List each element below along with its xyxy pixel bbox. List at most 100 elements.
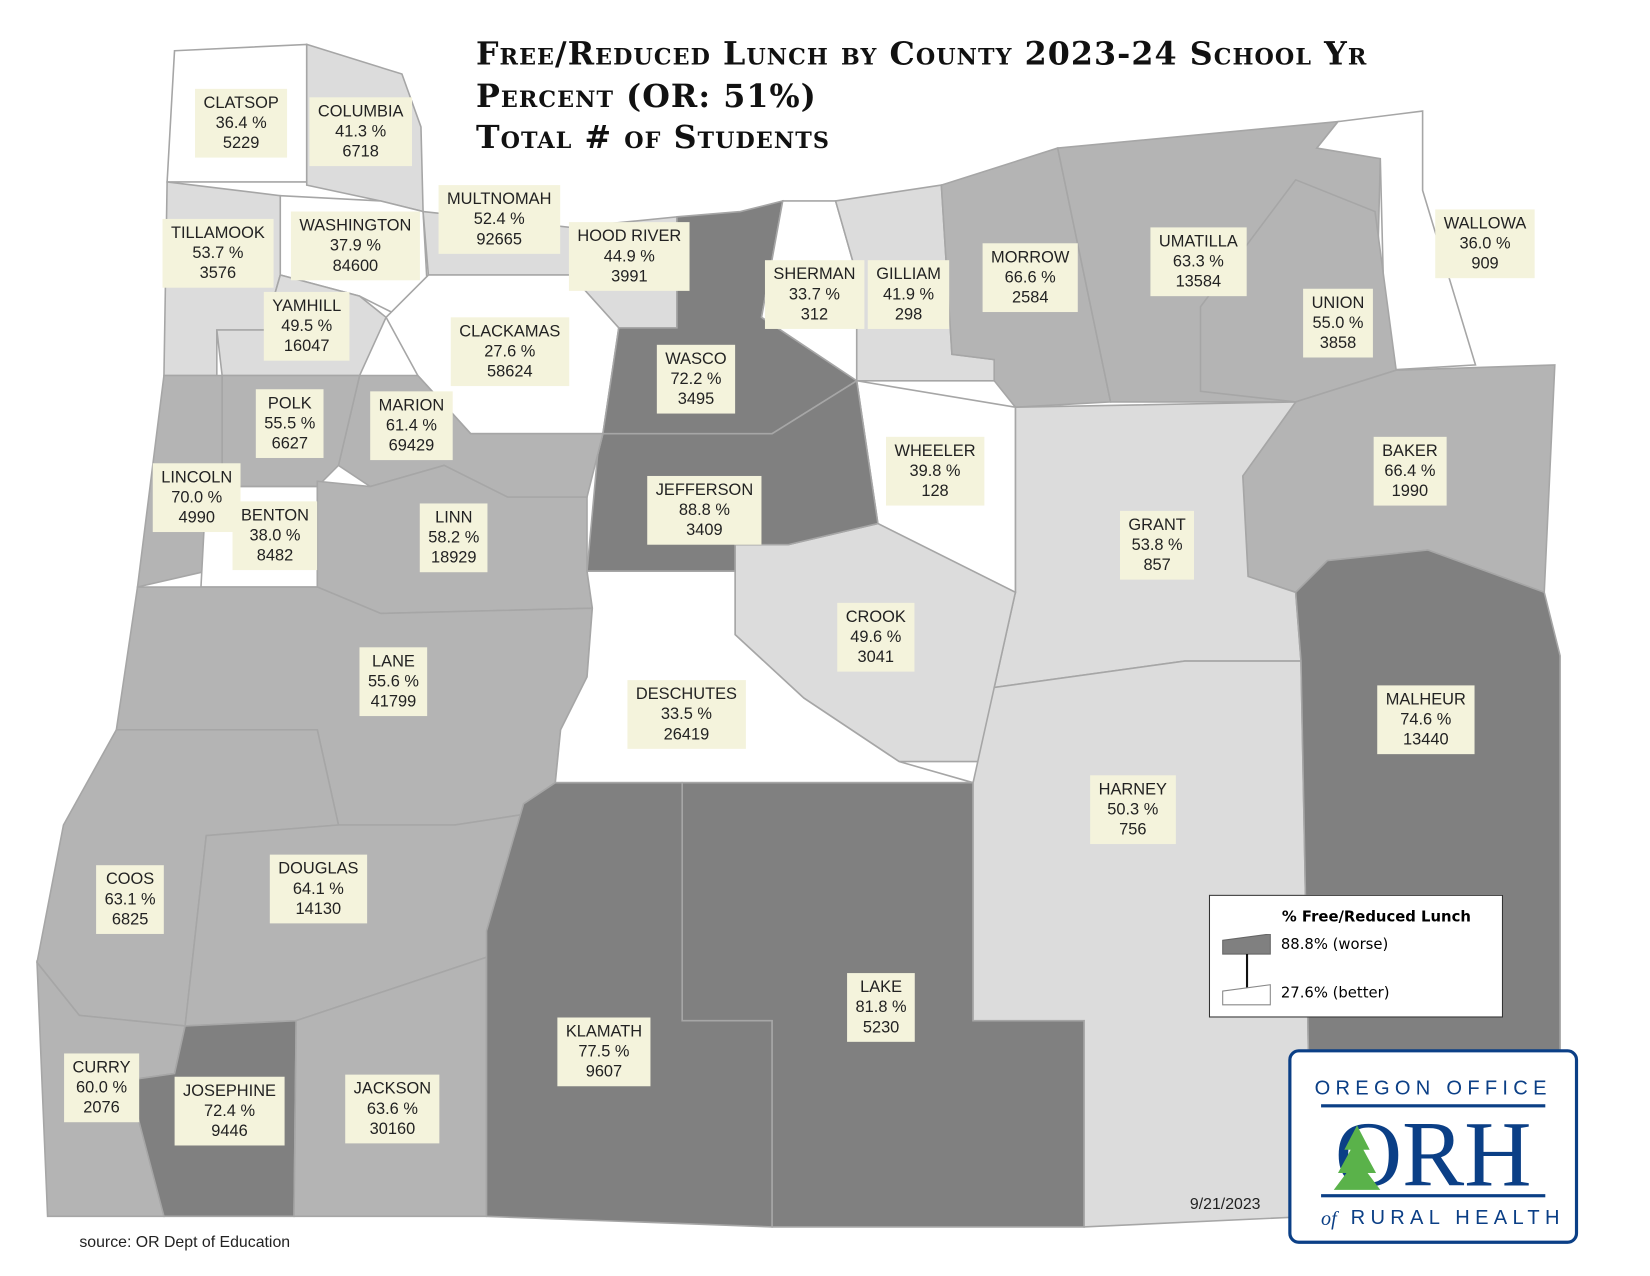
county-pct: 39.8 % (909, 462, 961, 481)
title-line-2: Percent (OR: 51%) (475, 78, 817, 116)
county-name: DESCHUTES (635, 685, 738, 704)
title-line-1: Free/Reduced Lunch by County 2023-24 Sch… (475, 35, 1368, 73)
county-name: JEFFERSON (655, 481, 754, 500)
logo-of-text: of (1321, 1208, 1339, 1230)
county-students: 9446 (211, 1122, 248, 1141)
county-label-sherman: SHERMAN 33.7 % 312 (764, 260, 864, 329)
county-name: CLACKAMAS (459, 322, 561, 341)
county-label-lane: LANE 55.6 % 41799 (359, 647, 428, 717)
county-students: 6825 (111, 910, 149, 929)
logo-top-text: OREGON OFFICE (1315, 1078, 1552, 1100)
legend: % Free/Reduced Lunch 88.8% (worse) 27.6%… (1208, 894, 1503, 1018)
county-name: GILLIAM (876, 265, 941, 284)
county-pct: 53.8 % (1131, 536, 1183, 555)
county-label-tillamook: TILLAMOOK 53.7 % 3576 (162, 218, 274, 288)
county-name: LINCOLN (161, 468, 233, 487)
county-label-multnomah: MULTNOMAH 52.4 % 92665 (438, 185, 560, 254)
county-label-grant: GRANT 53.8 % 857 (1119, 510, 1195, 580)
county-pct: 66.4 % (1384, 462, 1436, 481)
source-note: source: OR Dept of Education (79, 1233, 291, 1252)
county-name: MARION (378, 396, 445, 415)
county-pct: 63.3 % (1172, 252, 1224, 271)
county-label-umatilla: UMATILLA 63.3 % 13584 (1150, 227, 1247, 297)
county-name: MORROW (991, 248, 1070, 267)
county-students: 3409 (686, 521, 723, 540)
county-label-yamhill: YAMHILL 49.5 % 16047 (263, 291, 350, 361)
county-label-jefferson: JEFFERSON 88.8 % 3409 (647, 475, 762, 545)
county-pct: 49.6 % (850, 628, 902, 647)
county-pct: 33.5 % (660, 705, 712, 724)
county-students: 2076 (83, 1098, 120, 1117)
county-name: POLK (267, 394, 312, 413)
county-students: 3858 (1319, 334, 1357, 353)
county-pct: 36.0 % (1459, 234, 1511, 253)
county-label-union: UNION 55.0 % 3858 (1303, 288, 1373, 358)
county-label-gilliam: GILLIAM 41.9 % 298 (867, 260, 950, 329)
county-label-deschutes: DESCHUTES 33.5 % 26419 (627, 680, 746, 749)
county-label-lake: LAKE 81.8 % 5230 (847, 973, 916, 1042)
county-students: 6627 (271, 434, 309, 453)
county-name: LANE (372, 652, 415, 671)
county-name: BAKER (1382, 442, 1438, 461)
county-name: TILLAMOOK (170, 224, 265, 243)
legend-swatches (1222, 933, 1271, 1006)
county-students: 3991 (611, 267, 648, 286)
county-pct: 72.4 % (203, 1102, 256, 1121)
county-students: 41799 (370, 692, 417, 711)
county-label-hood-river: HOOD RIVER 44.9 % 3991 (568, 222, 690, 291)
county-label-benton: BENTON 38.0 % 8482 (232, 501, 318, 571)
county-pct: 53.7 % (192, 244, 244, 263)
county-pct: 52.4 % (473, 210, 525, 229)
county-students: 2584 (1011, 288, 1049, 307)
county-pct: 41.3 % (335, 122, 387, 141)
county-name: WALLOWA (1443, 214, 1527, 233)
county-label-linn: LINN 58.2 % 18929 (419, 503, 488, 573)
county-label-clackamas: CLACKAMAS 27.6 % 58624 (450, 317, 569, 387)
county-label-douglas: DOUGLAS 64.1 % 14130 (269, 854, 367, 924)
county-name: GRANT (1128, 516, 1186, 535)
legend-swatch-high (1222, 933, 1271, 955)
county-pct: 81.8 % (855, 998, 907, 1017)
county-name: HOOD RIVER (577, 227, 682, 246)
county-students: 9607 (585, 1062, 623, 1081)
county-students: 16047 (283, 337, 330, 356)
county-label-lincoln: LINCOLN 70.0 % 4990 (152, 463, 241, 533)
tree-icon (1333, 1125, 1381, 1190)
county-pct: 63.1 % (104, 890, 156, 909)
county-students: 18929 (430, 548, 477, 567)
county-pct: 70.0 % (171, 488, 223, 507)
county-name: HARNEY (1098, 780, 1167, 799)
orh-logo-graphic: OREGON OFFICE ORH of RURAL HEALTH (1315, 1078, 1560, 1230)
county-pct: 58.2 % (428, 528, 480, 547)
county-name: COOS (105, 870, 155, 889)
legend-low-label: 27.6% (better) (1280, 984, 1390, 1002)
county-name: MULTNOMAH (447, 190, 552, 209)
county-name: DOUGLAS (278, 859, 359, 878)
legend-high-label: 88.8% (worse) (1280, 936, 1389, 953)
county-students: 58624 (487, 362, 533, 381)
county-students: 26419 (663, 725, 710, 744)
county-students: 5229 (222, 134, 260, 153)
county-students: 5230 (862, 1018, 900, 1037)
county-pct: 55.5 % (264, 414, 316, 433)
county-name: UMATILLA (1158, 232, 1238, 251)
county-pct: 63.6 % (366, 1100, 418, 1118)
county-name: KLAMATH (565, 1022, 643, 1041)
county-students: 298 (894, 305, 923, 324)
county-label-jackson: JACKSON 63.6 % 30160 (345, 1074, 440, 1144)
county-name: JOSEPHINE (183, 1082, 276, 1101)
county-name: UNION (1311, 294, 1365, 313)
county-label-morrow: MORROW 66.6 % 2584 (982, 243, 1078, 313)
county-label-josephine: JOSEPHINE 72.4 % 9446 (174, 1076, 285, 1146)
county-label-curry: CURRY 60.0 % 2076 (64, 1053, 140, 1123)
county-pct: 55.0 % (1312, 314, 1364, 333)
county-name: JACKSON (353, 1079, 432, 1098)
county-name: LINN (435, 508, 473, 527)
county-label-harney: HARNEY 50.3 % 756 (1090, 775, 1176, 845)
county-label-coos: COOS 63.1 % 6825 (96, 865, 165, 934)
county-name: CURRY (72, 1058, 131, 1077)
county-students: 909 (1471, 254, 1499, 273)
county-students: 30160 (369, 1120, 416, 1139)
county-students: 4990 (178, 508, 215, 527)
county-label-columbia: COLUMBIA 41.3 % 6718 (309, 97, 412, 167)
